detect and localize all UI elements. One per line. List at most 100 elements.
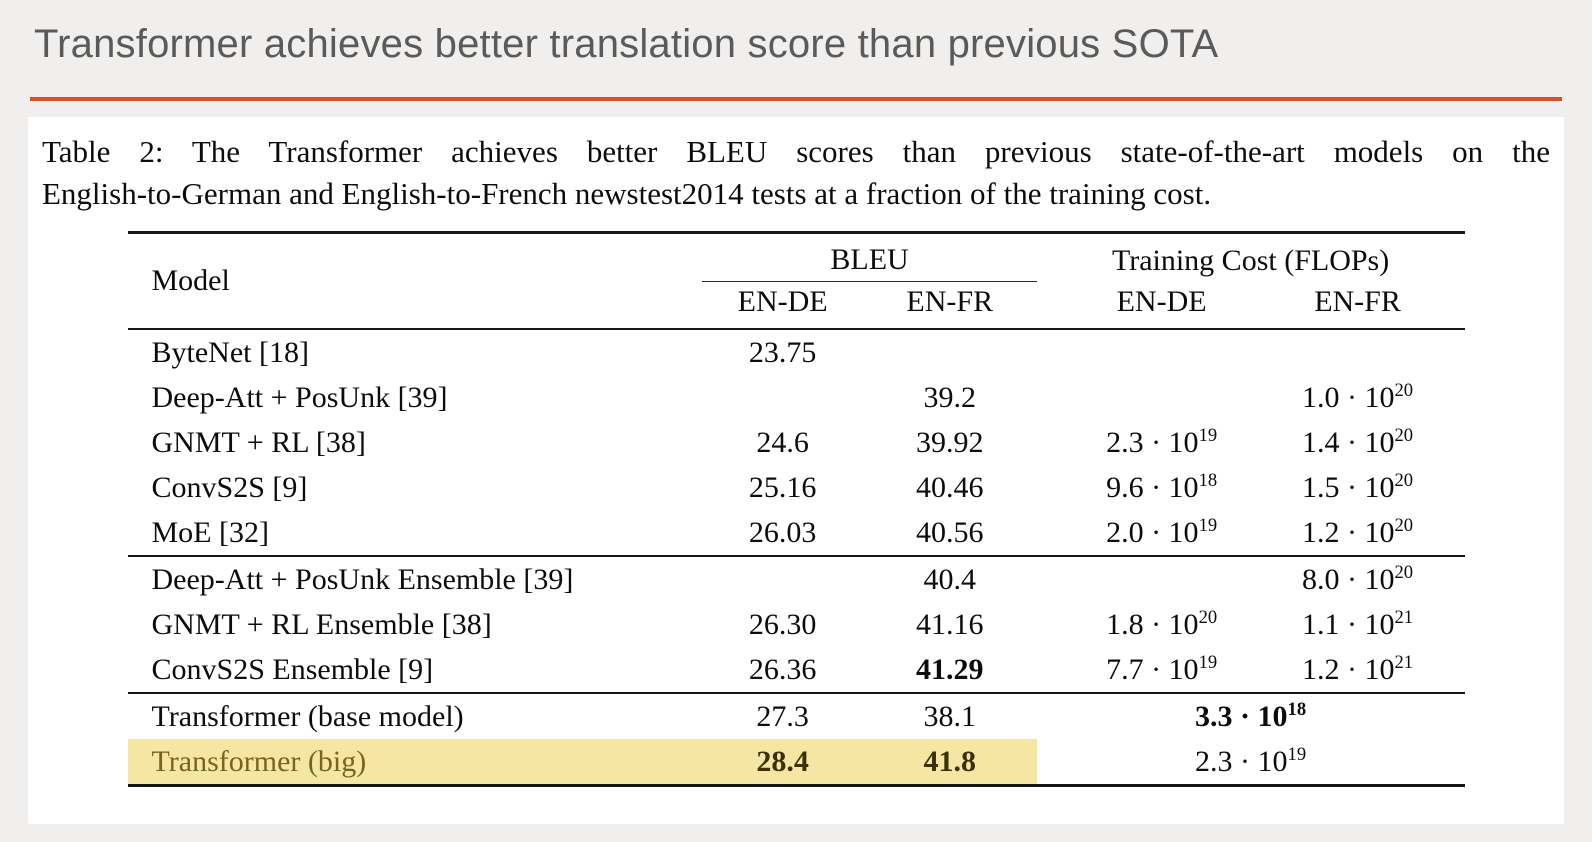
table-row: ConvS2S Ensemble [9] 26.36 41.29 7.7 · 1… xyxy=(128,647,1465,693)
subheader-cost-en-de: EN-DE xyxy=(1036,281,1251,331)
col-header-cost: Training Cost (FLOPs) xyxy=(1111,243,1390,277)
accent-divider xyxy=(30,97,1562,101)
cost-mantissa: 1.0 · 10 xyxy=(1301,381,1395,415)
subheader-cost-en-fr: EN-FR xyxy=(1250,281,1465,331)
bleu-en-de-cell: 26.36 xyxy=(748,653,817,687)
cost-en-de-cell: 2.3 · 1019 xyxy=(1037,420,1251,465)
table-row: Deep-Att + PosUnk Ensemble [39] 40.4 8.0… xyxy=(127,555,1465,603)
bleu-en-de-cell xyxy=(702,555,863,603)
table-caption: Table 2: The Transformer achieves better… xyxy=(42,131,1550,215)
bleu-en-fr-cell: 41.8 xyxy=(862,739,1037,786)
cost-en-de-cell: 1.8 · 1020 xyxy=(1037,602,1251,647)
cost-en-de-cell xyxy=(1036,555,1251,603)
col-header-model: Model xyxy=(127,232,703,331)
cost-mantissa: 9.6 · 10 xyxy=(1106,471,1199,505)
cost-en-fr-cell: 8.0 · 1020 xyxy=(1250,555,1465,603)
cost-exponent: 20 xyxy=(1198,607,1218,629)
model-cell: Transformer (big) xyxy=(127,739,703,786)
cost-en-fr-cell: 1.4 · 1020 xyxy=(1251,420,1465,465)
bleu-en-de-cell: 23.75 xyxy=(748,336,817,370)
cost-exponent: 19 xyxy=(1287,744,1307,766)
bleu-en-fr-cell: 40.56 xyxy=(916,516,984,550)
cost-en-fr-cell: 1.5 · 1020 xyxy=(1251,465,1465,510)
bleu-en-de-cell: 24.6 xyxy=(756,426,809,460)
cost-mantissa: 1.4 · 10 xyxy=(1301,426,1395,460)
bleu-en-de-cell xyxy=(702,375,862,420)
bleu-en-de-cell: 26.03 xyxy=(748,516,817,550)
cost-en-de-cell: 2.0 · 1019 xyxy=(1037,510,1251,556)
cost-mantissa: 1.1 · 10 xyxy=(1301,608,1395,642)
cost-mantissa: 1.5 · 10 xyxy=(1301,471,1395,505)
cost-mantissa: 1.8 · 10 xyxy=(1106,608,1199,642)
cost-mantissa: 2.3 · 10 xyxy=(1106,426,1199,460)
cost-combined-cell: 3.3 · 1018 xyxy=(1036,692,1465,740)
bleu-en-fr-cell: 41.29 xyxy=(916,653,984,687)
cost-en-de-cell xyxy=(1037,375,1251,420)
cost-en-fr-cell: 1.1 · 1021 xyxy=(1251,602,1465,647)
cost-exponent: 20 xyxy=(1394,470,1414,492)
header-row-langs: EN-DE EN-FR EN-DE EN-FR xyxy=(128,281,1465,331)
cost-combined-cell: 2.3 · 1019 xyxy=(1037,739,1465,786)
cost-mantissa: 7.7 · 10 xyxy=(1106,653,1199,687)
cost-en-fr-cell: 1.2 · 1020 xyxy=(1251,510,1465,556)
subheader-bleu-en-fr: EN-FR xyxy=(862,281,1037,331)
cost-exponent: 18 xyxy=(1287,699,1307,721)
slide-title: Transformer achieves better translation … xyxy=(34,22,1219,66)
bleu-en-fr-cell: 39.2 xyxy=(923,381,977,415)
cost-mantissa: 1.2 · 10 xyxy=(1301,653,1395,687)
cost-en-fr-cell: 1.2 · 1021 xyxy=(1251,647,1465,693)
cost-exponent: 18 xyxy=(1198,470,1218,492)
bleu-en-fr-cell: 40.46 xyxy=(916,471,984,505)
cost-exponent: 20 xyxy=(1394,515,1414,537)
cost-exponent: 21 xyxy=(1394,607,1414,629)
model-cell: ConvS2S Ensemble [9] xyxy=(151,653,434,687)
cost-exponent: 20 xyxy=(1394,562,1414,584)
cost-mantissa: 1.2 · 10 xyxy=(1301,516,1395,550)
model-cell: ByteNet [18] xyxy=(151,336,309,370)
caption-line-1: Table 2: The Transformer achieves better… xyxy=(42,134,1550,169)
col-header-bleu: BLEU xyxy=(702,232,1037,283)
model-cell: Deep-Att + PosUnk [39] xyxy=(151,381,448,415)
cost-mantissa: 8.0 · 10 xyxy=(1301,563,1395,597)
header-row-groups: Model BLEU Training Cost (FLOPs) xyxy=(127,232,1465,331)
model-cell: ConvS2S [9] xyxy=(151,471,308,505)
table-row: GNMT + RL [38] 24.6 39.92 2.3 · 1019 1.4… xyxy=(128,420,1465,465)
bleu-en-de-cell: 26.30 xyxy=(748,608,817,642)
bleu-en-fr-cell: 41.16 xyxy=(916,608,984,642)
cost-en-de-cell: 9.6 · 1018 xyxy=(1037,465,1251,510)
cost-exponent: 19 xyxy=(1198,425,1218,447)
table-row: ByteNet [18] 23.75 xyxy=(128,329,1465,375)
bleu-en-fr-cell xyxy=(863,329,1037,375)
cost-exponent: 20 xyxy=(1394,425,1414,447)
bleu-en-de-cell: 25.16 xyxy=(748,471,817,505)
bleu-en-fr-cell: 39.92 xyxy=(916,426,984,460)
bleu-en-de-cell: 28.4 xyxy=(702,739,863,786)
cost-en-fr-cell: 1.0 · 1020 xyxy=(1251,375,1465,420)
model-cell: GNMT + RL [38] xyxy=(151,426,366,460)
cost-en-fr-cell xyxy=(1251,329,1465,375)
bleu-en-fr-cell: 40.4 xyxy=(862,555,1037,603)
bleu-en-fr-cell: 38.1 xyxy=(862,692,1037,740)
model-cell: GNMT + RL Ensemble [38] xyxy=(151,608,492,642)
cost-exponent: 20 xyxy=(1394,380,1414,402)
cost-mantissa: 3.3 · 10 xyxy=(1195,700,1288,734)
results-table: Model BLEU Training Cost (FLOPs) EN-DE E… xyxy=(127,231,1465,788)
table-row: ConvS2S [9] 25.16 40.46 9.6 · 1018 1.5 ·… xyxy=(128,465,1465,510)
model-cell: MoE [32] xyxy=(151,516,269,550)
cost-mantissa: 2.3 · 10 xyxy=(1195,745,1288,779)
table-row: Deep-Att + PosUnk [39] 39.2 1.0 · 1020 xyxy=(128,375,1465,420)
bleu-en-de-cell: 27.3 xyxy=(702,692,863,740)
cost-en-de-cell xyxy=(1037,329,1251,375)
subheader-bleu-en-de: EN-DE xyxy=(702,281,863,331)
cost-mantissa: 2.0 · 10 xyxy=(1106,516,1199,550)
cost-en-de-cell: 7.7 · 1019 xyxy=(1037,647,1251,693)
caption-line-2: English-to-German and English-to-French … xyxy=(42,176,1212,212)
cost-exponent: 21 xyxy=(1394,652,1414,674)
model-cell: Deep-Att + PosUnk Ensemble [39] xyxy=(127,555,703,603)
table-row-highlighted: Transformer (big) 28.4 41.8 2.3 · 1019 xyxy=(127,739,1465,786)
cost-exponent: 19 xyxy=(1198,515,1218,537)
table-row: Transformer (base model) 27.3 38.1 3.3 ·… xyxy=(127,692,1465,740)
cost-exponent: 19 xyxy=(1198,652,1218,674)
content-panel: Table 2: The Transformer achieves better… xyxy=(28,117,1564,824)
table-row: MoE [32] 26.03 40.56 2.0 · 1019 1.2 · 10… xyxy=(128,510,1465,556)
